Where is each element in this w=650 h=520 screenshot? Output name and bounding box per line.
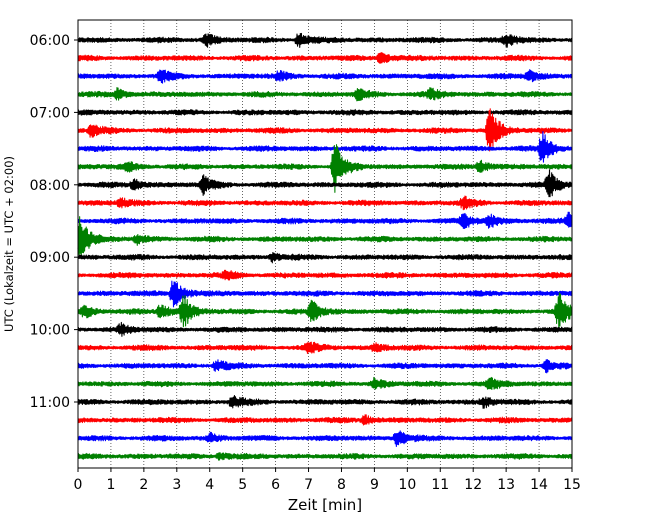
x-tick-label: 15 bbox=[563, 477, 581, 493]
y-tick-label: 09:00 bbox=[30, 250, 70, 266]
x-tick-label: 13 bbox=[497, 477, 515, 493]
trace-line bbox=[77, 280, 573, 308]
trace-line bbox=[77, 211, 573, 230]
x-tick-label: 10 bbox=[398, 477, 416, 493]
trace-line bbox=[77, 216, 573, 257]
seismogram-traces bbox=[77, 32, 573, 461]
y-tick-label: 10:00 bbox=[30, 323, 70, 339]
trace-line bbox=[77, 144, 573, 193]
x-tick-label: 7 bbox=[304, 477, 313, 493]
y-tick-label: 07:00 bbox=[30, 105, 70, 121]
x-tick-label: 4 bbox=[205, 477, 214, 493]
y-tick-label: 08:00 bbox=[30, 178, 70, 194]
x-tick-label: 0 bbox=[74, 477, 83, 493]
trace-line bbox=[77, 251, 573, 264]
x-tick-label: 11 bbox=[431, 477, 449, 493]
trace-line bbox=[77, 195, 573, 211]
plot-frame bbox=[77, 19, 573, 469]
trace-line bbox=[77, 32, 573, 48]
x-tick-label: 5 bbox=[238, 477, 247, 493]
trace-line bbox=[77, 269, 573, 281]
x-axis-ticks: 0 1 2 3 4 5 6 7 8 9 10 11 12 13 14 15 bbox=[74, 468, 581, 493]
trace-line bbox=[77, 430, 573, 447]
x-tick-label: 14 bbox=[530, 477, 548, 493]
trace-line bbox=[77, 108, 573, 152]
trace-line bbox=[77, 131, 573, 163]
trace-line bbox=[77, 359, 573, 374]
y-axis-label: UTC (Lokalzeit = UTC + 02:00) bbox=[2, 156, 16, 332]
x-tick-label: 6 bbox=[271, 477, 280, 493]
trace-line bbox=[77, 395, 573, 409]
trace-line bbox=[77, 169, 573, 198]
x-tick-label: 9 bbox=[370, 477, 379, 493]
trace-line bbox=[77, 292, 573, 330]
trace-line bbox=[77, 452, 573, 461]
trace-line bbox=[77, 341, 573, 354]
x-tick-label: 3 bbox=[172, 477, 181, 493]
y-tick-label: 11:00 bbox=[30, 395, 70, 411]
trace-line bbox=[77, 321, 573, 337]
trace-line bbox=[77, 52, 573, 64]
y-tick-label: 06:00 bbox=[30, 33, 70, 49]
x-axis-label: Zeit [min] bbox=[288, 496, 362, 514]
trace-line bbox=[77, 87, 573, 102]
trace-line bbox=[77, 414, 573, 426]
x-tick-label: 2 bbox=[139, 477, 148, 493]
x-tick-label: 12 bbox=[464, 477, 482, 493]
y-axis-ticks: 06:00 07:00 08:00 09:00 10:00 11:00 bbox=[30, 33, 78, 411]
x-tick-label: 1 bbox=[106, 477, 115, 493]
trace-line bbox=[77, 69, 573, 84]
trace-line bbox=[77, 376, 573, 391]
x-tick-label: 8 bbox=[337, 477, 346, 493]
